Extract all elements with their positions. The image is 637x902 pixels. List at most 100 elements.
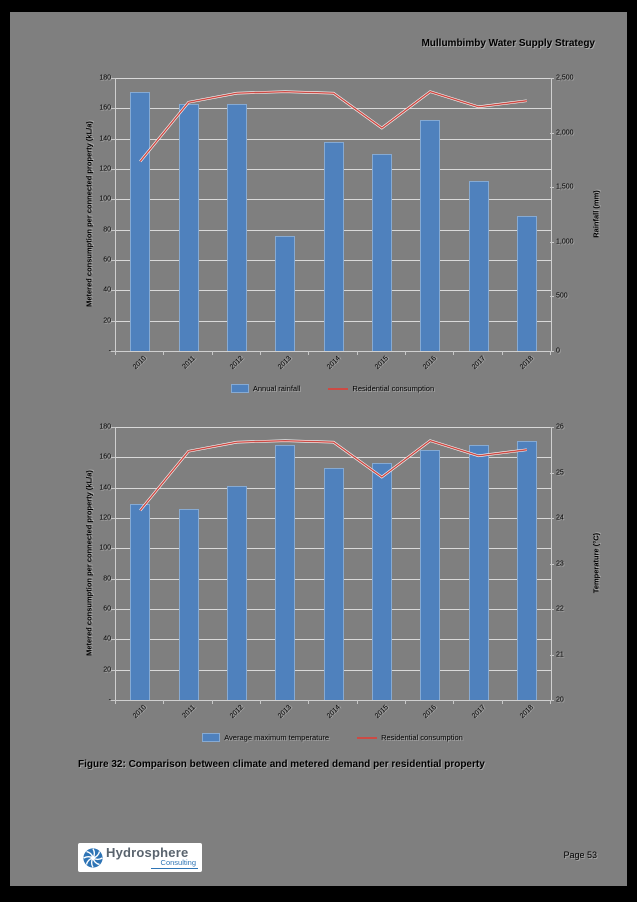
bar-2010 <box>130 504 151 700</box>
legend-label: Residential consumption <box>381 733 463 742</box>
right-axis-tick <box>550 518 554 519</box>
bar-2011 <box>178 104 199 351</box>
right-axis-tick <box>550 700 554 701</box>
left-axis-tick-label: 100 <box>99 544 111 552</box>
x-axis-tick <box>550 700 551 704</box>
x-axis-tick <box>550 351 551 355</box>
right-axis-tick-label: 1,500 <box>556 183 574 191</box>
bar-2014 <box>323 141 344 351</box>
x-axis-tick <box>308 700 310 704</box>
left-axis-tick <box>111 578 115 580</box>
legend-bar-swatch <box>202 733 221 742</box>
bar-2016 <box>420 120 441 351</box>
bar-2012 <box>226 104 247 351</box>
bar-2011 <box>178 508 199 700</box>
bar-2012 <box>226 486 247 700</box>
plot-area <box>115 78 552 352</box>
logo-text: Hydrosphere Consulting <box>106 846 198 869</box>
left-axis-title: Metered consumption per connected proper… <box>84 121 94 307</box>
bar-2017 <box>468 180 489 351</box>
legend-line-swatch <box>328 387 349 390</box>
left-axis-tick-label: - <box>108 347 111 355</box>
chart-legend: Average maximum temperature Residential c… <box>115 733 550 742</box>
right-axis-tick-label: 2,500 <box>556 74 574 82</box>
legend-item: Average maximum temperature <box>202 733 329 742</box>
right-axis-tick-label: 0 <box>556 347 560 355</box>
gridline <box>116 78 551 79</box>
line-series <box>139 90 527 163</box>
legend-label: Annual rainfall <box>252 384 301 393</box>
left-axis-tick-label: 20 <box>103 666 111 674</box>
left-axis-tick <box>111 351 115 352</box>
legend-item: Residential consumption <box>357 733 463 742</box>
left-axis-tick <box>111 639 115 641</box>
bar-2016 <box>420 449 441 700</box>
right-axis-tick <box>550 427 554 428</box>
left-axis-tick <box>111 609 115 610</box>
left-axis-tick <box>111 457 115 459</box>
right-axis-tick-label: 26 <box>556 423 564 431</box>
left-axis-tick <box>111 229 115 231</box>
x-axis-tick <box>356 351 358 355</box>
legend-label: Average maximum temperature <box>224 733 330 742</box>
right-axis-title: Temperature (°C) <box>591 532 601 594</box>
bar-2013 <box>275 236 296 351</box>
x-axis-tick <box>211 700 213 704</box>
figure-caption: Figure 32: Comparison between climate an… <box>78 759 485 770</box>
gridline <box>116 138 551 140</box>
x-axis-tick <box>308 351 310 355</box>
x-axis-tick <box>501 351 503 355</box>
left-axis-tick <box>111 427 115 428</box>
right-axis-tick <box>550 351 554 352</box>
right-axis-tick-label: 20 <box>556 696 564 704</box>
x-axis-tick <box>405 700 406 704</box>
chart-rainfall-vs-consumption: Metered consumption per connected proper… <box>75 64 623 410</box>
left-axis-tick-label: 140 <box>99 484 111 492</box>
right-axis-tick <box>550 132 554 134</box>
left-axis-tick-label: 80 <box>103 226 111 234</box>
bar-2017 <box>468 445 489 700</box>
right-axis-tick-label: 1,000 <box>556 238 574 246</box>
x-axis-tick <box>405 351 406 355</box>
left-axis-tick-label: 180 <box>99 74 111 82</box>
gridline <box>116 108 551 110</box>
x-axis-tick <box>356 700 358 704</box>
left-axis-tick <box>111 669 115 671</box>
legend-item: Residential consumption <box>328 384 434 393</box>
bar-2018 <box>516 216 537 351</box>
left-axis-tick <box>111 518 115 519</box>
document-page: Mullumbimby Water Supply Strategy Metere… <box>10 12 627 886</box>
x-axis-tick <box>453 700 455 704</box>
bar-2015 <box>371 463 392 700</box>
left-axis-tick <box>111 320 115 322</box>
x-axis-tick <box>260 351 261 355</box>
left-axis-tick-label: 160 <box>99 104 111 112</box>
right-axis-tick <box>550 187 554 189</box>
bar-2015 <box>371 154 392 351</box>
page-header: Mullumbimby Water Supply Strategy <box>421 38 595 49</box>
right-axis-tick <box>550 296 554 298</box>
left-axis-tick-label: 180 <box>99 423 111 431</box>
x-axis-tick <box>211 351 213 355</box>
right-axis-tick <box>550 78 554 79</box>
chart-temperature-vs-consumption: Metered consumption per connected proper… <box>75 413 623 759</box>
left-axis-tick <box>111 108 115 110</box>
left-axis-tick <box>111 487 115 489</box>
left-axis-tick-label: - <box>108 696 111 704</box>
gridline <box>116 427 551 428</box>
right-axis-tick <box>550 472 554 474</box>
legend-bar-swatch <box>230 384 249 393</box>
bar-2014 <box>323 467 344 700</box>
hydrosphere-logo: Hydrosphere Consulting <box>78 843 202 872</box>
gridline <box>116 457 551 459</box>
legend-item: Annual rainfall <box>230 384 301 393</box>
left-axis-title: Metered consumption per connected proper… <box>84 470 94 656</box>
left-axis-tick <box>111 548 115 550</box>
left-axis-tick-label: 60 <box>103 605 111 613</box>
left-axis-tick-label: 40 <box>103 635 111 643</box>
right-axis-tick <box>550 654 554 656</box>
left-axis-tick-label: 140 <box>99 135 111 143</box>
left-axis-tick <box>111 290 115 292</box>
left-axis-tick-label: 100 <box>99 195 111 203</box>
